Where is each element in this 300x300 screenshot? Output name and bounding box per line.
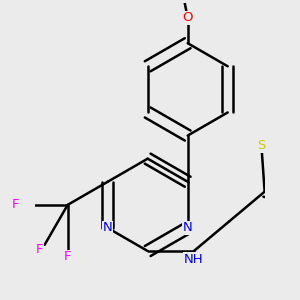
Text: F: F [64, 250, 71, 263]
Text: S: S [257, 139, 266, 152]
Text: F: F [12, 198, 20, 211]
Text: F: F [36, 243, 44, 256]
Text: O: O [182, 11, 193, 24]
Text: N: N [103, 221, 112, 234]
Text: N: N [183, 221, 193, 234]
Text: NH: NH [184, 253, 204, 266]
